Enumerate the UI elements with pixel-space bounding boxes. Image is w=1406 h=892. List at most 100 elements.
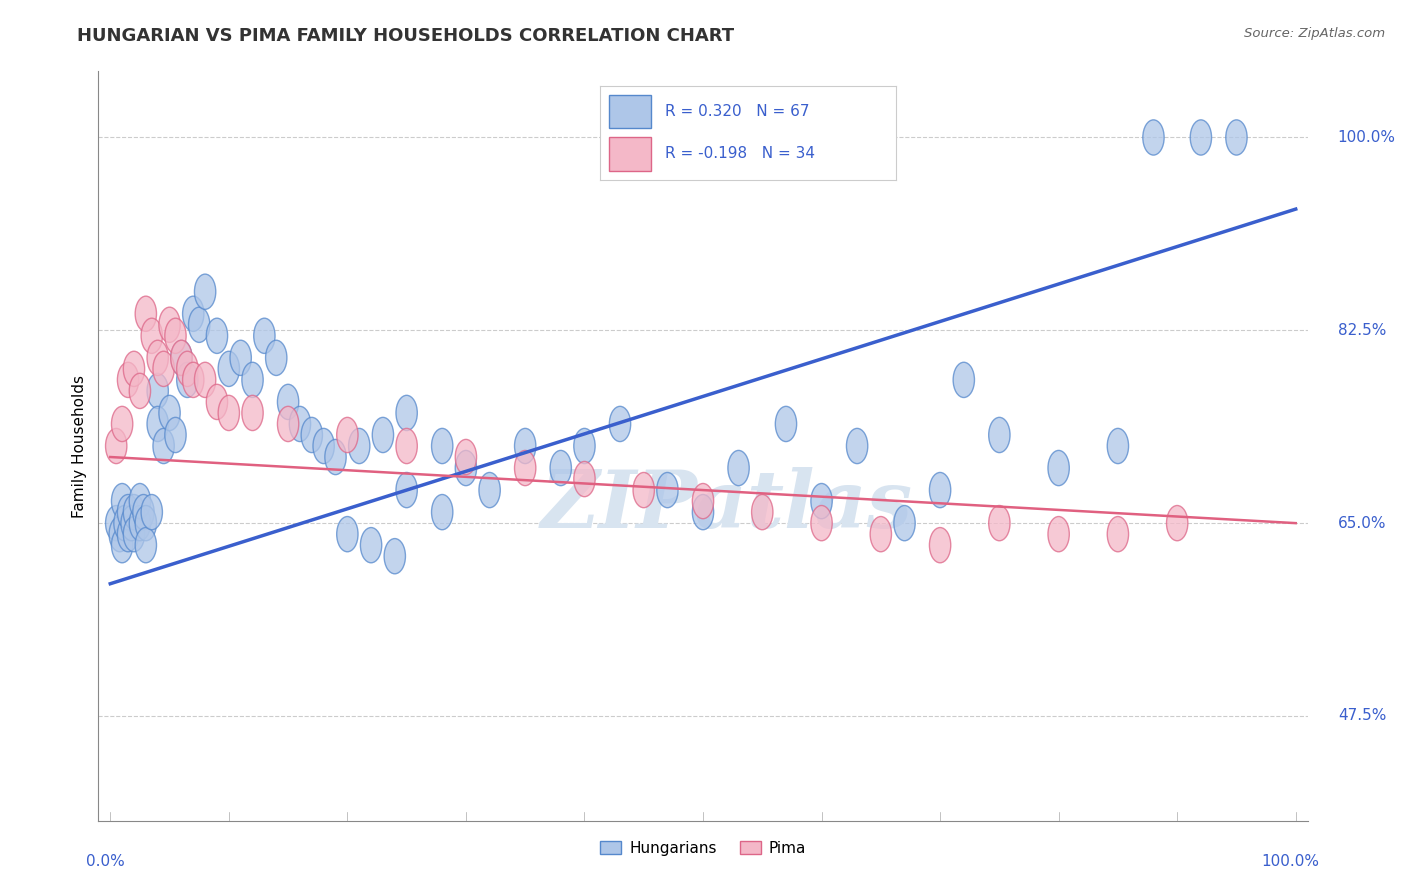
Ellipse shape bbox=[135, 527, 156, 563]
Ellipse shape bbox=[194, 362, 215, 398]
Ellipse shape bbox=[124, 494, 145, 530]
Ellipse shape bbox=[105, 428, 127, 464]
Ellipse shape bbox=[846, 428, 868, 464]
Ellipse shape bbox=[207, 384, 228, 419]
Ellipse shape bbox=[177, 351, 198, 386]
Ellipse shape bbox=[124, 516, 145, 552]
Ellipse shape bbox=[231, 340, 252, 376]
Ellipse shape bbox=[111, 527, 132, 563]
Ellipse shape bbox=[301, 417, 322, 452]
Ellipse shape bbox=[183, 362, 204, 398]
Ellipse shape bbox=[456, 450, 477, 485]
Ellipse shape bbox=[988, 417, 1010, 452]
Ellipse shape bbox=[207, 318, 228, 353]
Ellipse shape bbox=[373, 417, 394, 452]
Ellipse shape bbox=[336, 516, 359, 552]
Ellipse shape bbox=[159, 307, 180, 343]
Ellipse shape bbox=[336, 417, 359, 452]
Legend: Hungarians, Pima: Hungarians, Pima bbox=[593, 834, 813, 862]
Ellipse shape bbox=[349, 428, 370, 464]
Text: 100.0%: 100.0% bbox=[1339, 130, 1396, 145]
Ellipse shape bbox=[242, 362, 263, 398]
Ellipse shape bbox=[396, 428, 418, 464]
Text: 65.0%: 65.0% bbox=[1339, 516, 1386, 531]
Text: 82.5%: 82.5% bbox=[1339, 323, 1386, 338]
Ellipse shape bbox=[277, 407, 298, 442]
Ellipse shape bbox=[135, 296, 156, 332]
Ellipse shape bbox=[515, 450, 536, 485]
Ellipse shape bbox=[384, 539, 405, 574]
Ellipse shape bbox=[114, 506, 135, 541]
Ellipse shape bbox=[111, 407, 132, 442]
Ellipse shape bbox=[117, 494, 139, 530]
Ellipse shape bbox=[929, 473, 950, 508]
Ellipse shape bbox=[141, 494, 163, 530]
Ellipse shape bbox=[1167, 506, 1188, 541]
Ellipse shape bbox=[148, 373, 169, 409]
Ellipse shape bbox=[325, 440, 346, 475]
Ellipse shape bbox=[479, 473, 501, 508]
Ellipse shape bbox=[1226, 120, 1247, 155]
Ellipse shape bbox=[266, 340, 287, 376]
Ellipse shape bbox=[117, 362, 139, 398]
Ellipse shape bbox=[1047, 450, 1070, 485]
Ellipse shape bbox=[609, 407, 631, 442]
Ellipse shape bbox=[153, 351, 174, 386]
Ellipse shape bbox=[218, 351, 239, 386]
Ellipse shape bbox=[314, 428, 335, 464]
Ellipse shape bbox=[550, 450, 571, 485]
Ellipse shape bbox=[110, 516, 131, 552]
Ellipse shape bbox=[165, 417, 186, 452]
Ellipse shape bbox=[218, 395, 239, 431]
Ellipse shape bbox=[728, 450, 749, 485]
Ellipse shape bbox=[515, 428, 536, 464]
Ellipse shape bbox=[432, 494, 453, 530]
Ellipse shape bbox=[811, 483, 832, 519]
Ellipse shape bbox=[396, 395, 418, 431]
Ellipse shape bbox=[894, 506, 915, 541]
Ellipse shape bbox=[253, 318, 276, 353]
Ellipse shape bbox=[360, 527, 382, 563]
Ellipse shape bbox=[870, 516, 891, 552]
Ellipse shape bbox=[1191, 120, 1212, 155]
Text: 47.5%: 47.5% bbox=[1339, 708, 1386, 723]
Ellipse shape bbox=[117, 516, 139, 552]
Ellipse shape bbox=[170, 340, 193, 376]
Ellipse shape bbox=[692, 494, 714, 530]
Ellipse shape bbox=[129, 506, 150, 541]
Ellipse shape bbox=[574, 428, 595, 464]
Text: ZIPatlas: ZIPatlas bbox=[541, 467, 914, 545]
Ellipse shape bbox=[752, 494, 773, 530]
Ellipse shape bbox=[811, 506, 832, 541]
Ellipse shape bbox=[170, 340, 193, 376]
Ellipse shape bbox=[633, 473, 654, 508]
Ellipse shape bbox=[121, 506, 142, 541]
Ellipse shape bbox=[111, 483, 132, 519]
Ellipse shape bbox=[153, 428, 174, 464]
Ellipse shape bbox=[141, 318, 163, 353]
Ellipse shape bbox=[183, 296, 204, 332]
Text: HUNGARIAN VS PIMA FAMILY HOUSEHOLDS CORRELATION CHART: HUNGARIAN VS PIMA FAMILY HOUSEHOLDS CORR… bbox=[77, 27, 734, 45]
Ellipse shape bbox=[177, 362, 198, 398]
Ellipse shape bbox=[775, 407, 797, 442]
Ellipse shape bbox=[159, 395, 180, 431]
Ellipse shape bbox=[148, 407, 169, 442]
Ellipse shape bbox=[105, 506, 127, 541]
Ellipse shape bbox=[290, 407, 311, 442]
Ellipse shape bbox=[129, 483, 150, 519]
Ellipse shape bbox=[1047, 516, 1070, 552]
Text: 0.0%: 0.0% bbox=[86, 855, 125, 870]
Ellipse shape bbox=[657, 473, 678, 508]
Text: 100.0%: 100.0% bbox=[1261, 855, 1320, 870]
Ellipse shape bbox=[135, 506, 156, 541]
Ellipse shape bbox=[396, 473, 418, 508]
Ellipse shape bbox=[432, 428, 453, 464]
Ellipse shape bbox=[129, 373, 150, 409]
Ellipse shape bbox=[124, 351, 145, 386]
Ellipse shape bbox=[165, 318, 186, 353]
Ellipse shape bbox=[277, 384, 298, 419]
Y-axis label: Family Households: Family Households bbox=[72, 375, 87, 517]
Ellipse shape bbox=[1108, 428, 1129, 464]
Ellipse shape bbox=[1108, 516, 1129, 552]
Ellipse shape bbox=[242, 395, 263, 431]
